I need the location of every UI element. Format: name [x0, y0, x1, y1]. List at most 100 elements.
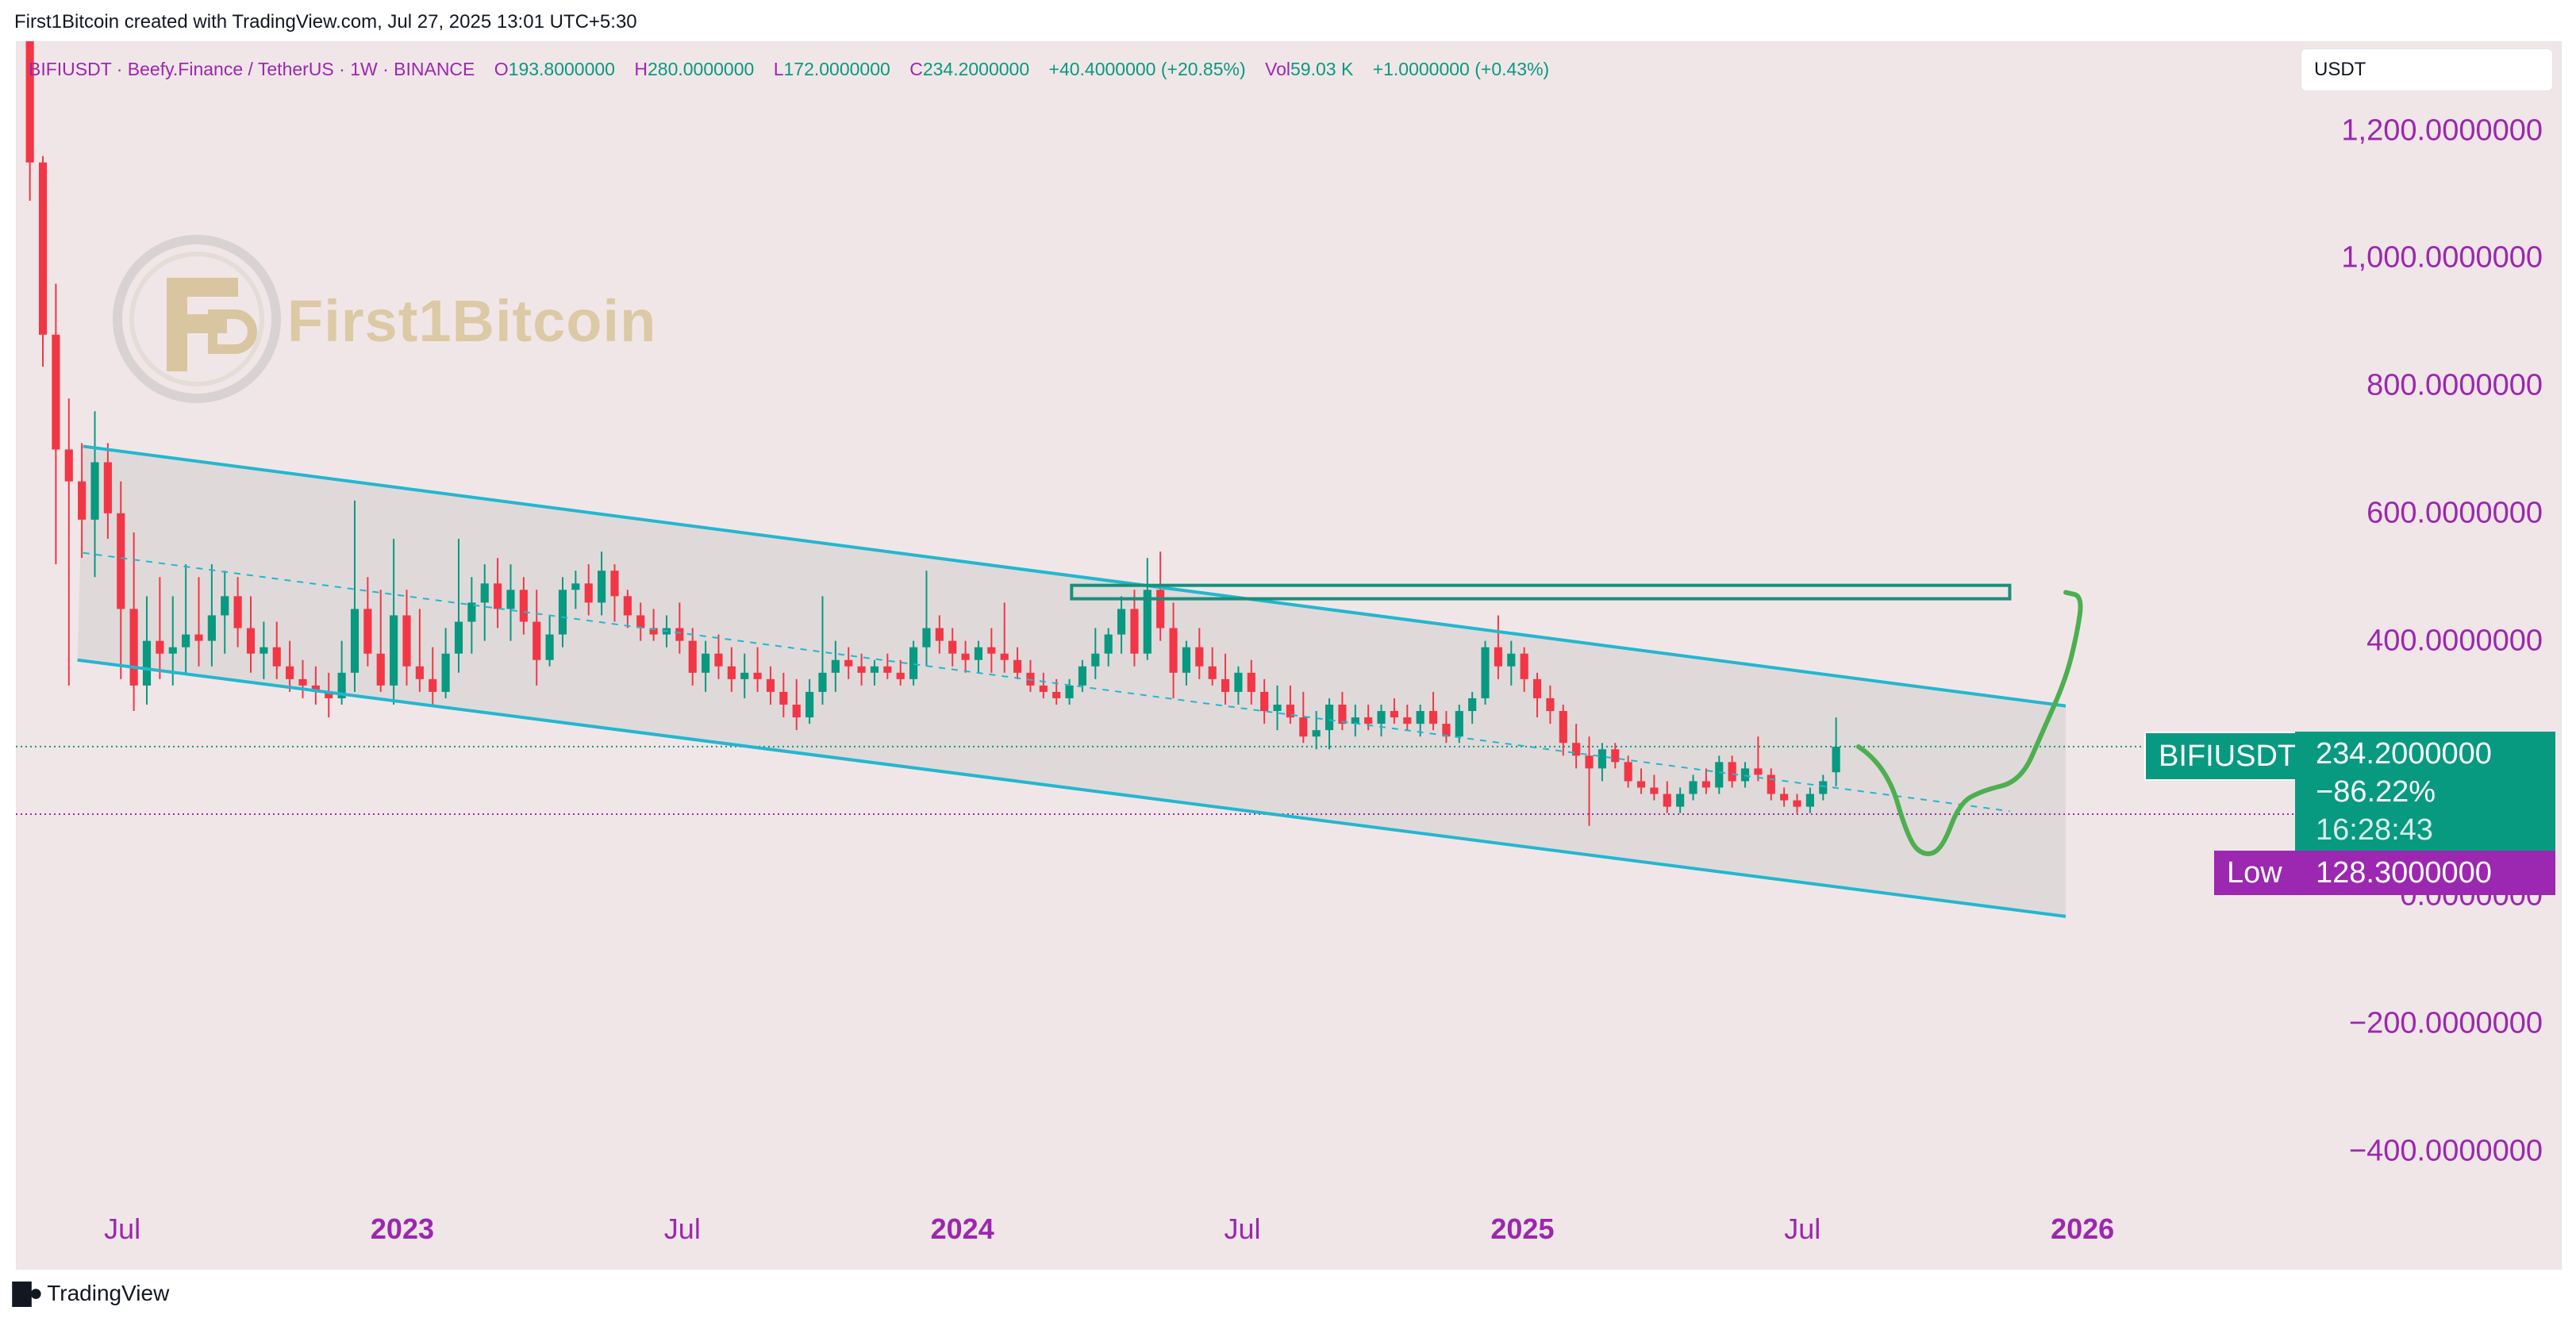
channel-lower-line	[77, 658, 2067, 918]
watermark-text: First1Bitcoin	[287, 288, 657, 354]
low-label: Low	[2214, 851, 2295, 895]
candle-body	[1650, 787, 1659, 794]
candle-body	[1767, 774, 1775, 794]
legend-low: L172.0000000	[773, 59, 890, 79]
candle-body	[1832, 747, 1840, 773]
candle-body	[844, 659, 853, 667]
candle-body	[168, 647, 177, 654]
candle-body	[519, 590, 528, 622]
time-axis-tick: 2023	[370, 1212, 434, 1245]
candle-body	[1286, 705, 1295, 718]
candle-body	[1689, 781, 1697, 794]
candle-body	[870, 666, 879, 673]
candle-body	[480, 583, 489, 603]
candle-body	[1143, 590, 1152, 654]
candle-body	[1728, 762, 1736, 782]
candle-body	[1636, 781, 1646, 788]
candle-body	[1273, 705, 1282, 712]
candle-body	[311, 685, 320, 692]
candle-body	[533, 621, 541, 660]
low-value: 128.3000000	[2295, 851, 2555, 895]
price-axis-tick: −400.0000000	[2348, 1134, 2543, 1168]
currency-selector[interactable]: USDT	[2301, 49, 2552, 90]
legend-high: H280.0000000	[634, 59, 755, 79]
candle-body	[598, 571, 606, 603]
legend-symbol[interactable]: BIFIUSDT · Beefy.Finance / TetherUS · 1W…	[29, 59, 475, 79]
candle-body	[1819, 781, 1828, 794]
candle-body	[1351, 717, 1359, 724]
candle-body	[584, 583, 593, 603]
candle-body	[792, 705, 801, 718]
candle-body	[1740, 768, 1750, 782]
candle-body	[298, 678, 307, 686]
candle-body	[1312, 730, 1321, 737]
candle-body	[779, 691, 788, 705]
candle-body	[1507, 653, 1516, 667]
candle-body	[38, 162, 48, 335]
candle-body	[1520, 653, 1528, 679]
candle-body	[1428, 711, 1438, 724]
candle-body	[1793, 800, 1801, 807]
candle-body	[441, 653, 450, 692]
candle-body	[325, 691, 333, 698]
candle-body	[610, 571, 619, 597]
tradingview-brand-text: TradingView	[47, 1280, 170, 1305]
candle-body	[1182, 647, 1191, 673]
tradingview-logo[interactable]: ▇● TradingView	[13, 1279, 169, 1307]
candle-body	[1221, 678, 1230, 692]
candle-body	[1585, 755, 1594, 769]
candle-body	[896, 672, 905, 679]
price-axis-tick: −200.0000000	[2348, 1006, 2543, 1040]
candle-body	[1052, 691, 1061, 698]
candle-body	[987, 647, 996, 654]
candle-body	[1091, 653, 1100, 667]
watermark-emblem-icon	[113, 235, 281, 403]
candle-body	[1208, 666, 1217, 679]
candle-body	[909, 647, 918, 679]
price-axis-tick: 1,200.0000000	[2341, 113, 2543, 148]
candle-body	[1260, 691, 1269, 712]
candle-body	[429, 678, 437, 692]
candle-body	[376, 653, 385, 686]
candle-body	[702, 653, 710, 673]
candle-body	[740, 672, 749, 679]
candle-body	[675, 628, 684, 641]
candle-body	[766, 678, 775, 692]
candle-body	[1364, 717, 1373, 724]
candle-body	[1455, 711, 1463, 737]
candle-body	[103, 462, 112, 513]
candle-body	[221, 596, 229, 616]
candle-body	[25, 41, 34, 163]
candle-body	[1701, 781, 1710, 788]
projection-path	[1855, 590, 2083, 856]
time-axis-tick: 2026	[2051, 1212, 2115, 1245]
time-axis-tick: Jul	[663, 1212, 701, 1245]
candle-body	[286, 666, 294, 679]
candle-body	[974, 647, 983, 660]
candle-body	[1234, 672, 1243, 692]
bar-countdown: 16:28:43	[2316, 813, 2433, 847]
candle-body	[78, 481, 87, 520]
candle-body	[64, 449, 73, 482]
candle-body	[494, 583, 502, 609]
last-price-value: 234.2000000	[2316, 737, 2492, 771]
tradingview-logo-icon: ▇●	[13, 1280, 43, 1306]
candle-body	[1754, 768, 1763, 775]
channel-fill	[77, 446, 2066, 917]
candle-body	[207, 615, 216, 641]
time-axis-tick: Jul	[104, 1212, 141, 1245]
candle-body	[1377, 711, 1386, 724]
candle-body	[52, 334, 60, 450]
candle-body	[1325, 705, 1334, 731]
ohlc-legend: BIFIUSDT · Beefy.Finance / TetherUS · 1W…	[29, 59, 1563, 80]
candle-body	[1715, 762, 1724, 788]
watermark-logo: First1Bitcoin	[111, 230, 682, 413]
candle-body	[1299, 717, 1308, 737]
candle-body	[857, 666, 866, 673]
candle-body	[1403, 717, 1412, 724]
candle-body	[1676, 794, 1685, 807]
chart-caption: First1Bitcoin created with TradingView.c…	[14, 11, 637, 33]
candle-body	[1247, 672, 1255, 692]
price-change-pct: −86.22%	[2316, 775, 2436, 809]
